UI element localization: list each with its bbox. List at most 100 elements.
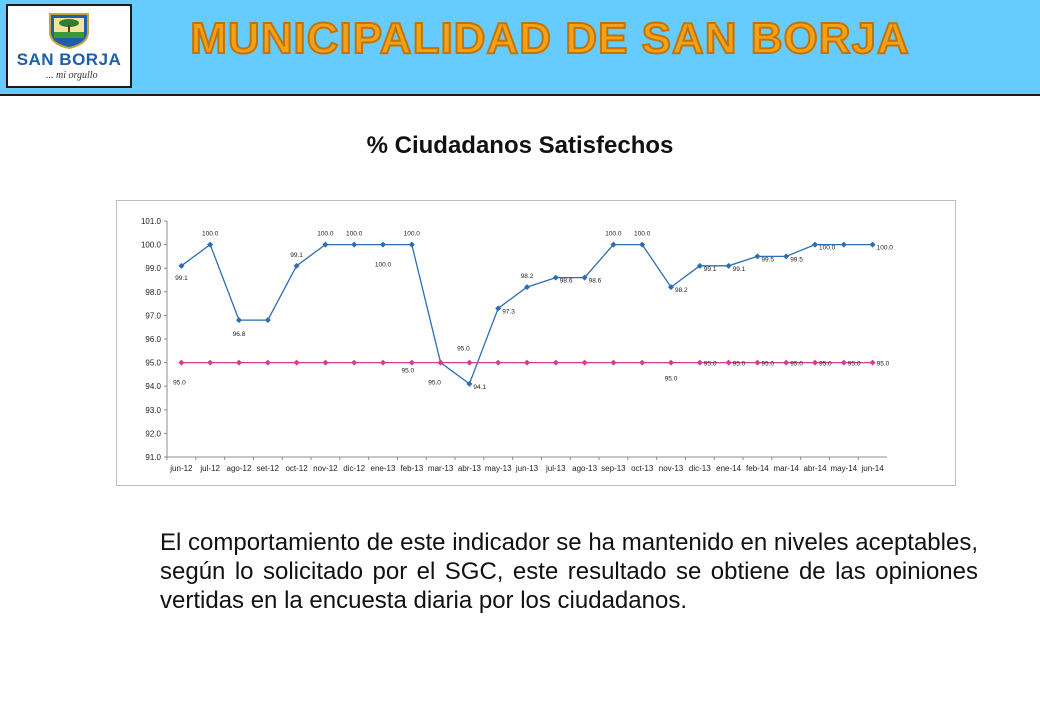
data-point (236, 359, 242, 366)
data-label: 95.0 (877, 361, 890, 368)
data-point (466, 380, 473, 387)
data-point (668, 359, 674, 366)
data-label: 95.0 (457, 346, 470, 353)
x-tick-label: jun-13 (515, 464, 539, 473)
data-point (322, 241, 329, 248)
data-point (754, 253, 761, 260)
data-label: 95.0 (704, 361, 717, 368)
data-label: 95.0 (401, 368, 414, 375)
x-tick-label: feb-14 (746, 464, 769, 473)
data-point (495, 359, 502, 366)
data-point (524, 284, 530, 291)
shield-tree-icon (49, 13, 89, 50)
data-point (437, 359, 444, 366)
x-tick-label: may-14 (830, 464, 857, 473)
data-label: 99.1 (704, 266, 717, 273)
data-label: 98.6 (560, 278, 573, 285)
x-tick-label: jun-12 (169, 464, 193, 473)
data-label: 99.5 (761, 256, 774, 263)
data-point (495, 305, 502, 312)
data-label: 95.0 (173, 380, 186, 387)
data-point (639, 241, 646, 248)
data-point (610, 359, 617, 366)
x-tick-label: mar-14 (774, 464, 800, 473)
y-tick-label: 101.0 (141, 217, 162, 226)
x-tick-label: oct-12 (285, 464, 308, 473)
x-tick-label: dic-12 (343, 464, 365, 473)
data-label: 95.0 (848, 361, 861, 368)
data-point (236, 317, 242, 324)
data-point (178, 359, 185, 366)
data-label: 100.0 (404, 231, 421, 238)
data-label: 96.8 (233, 331, 246, 338)
x-tick-label: nov-13 (659, 464, 684, 473)
x-tick-label: ago-12 (227, 464, 252, 473)
data-label: 95.0 (428, 380, 441, 387)
x-tick-label: ene-14 (716, 464, 741, 473)
x-tick-label: may-13 (485, 464, 512, 473)
data-label: 95.0 (665, 376, 678, 383)
x-tick-label: set-12 (257, 464, 280, 473)
y-tick-label: 92.0 (145, 429, 161, 438)
x-tick-label: nov-12 (313, 464, 338, 473)
x-tick-label: abr-13 (458, 464, 482, 473)
x-tick-label: ago-13 (572, 464, 597, 473)
data-point (610, 241, 617, 248)
data-label: 99.1 (290, 252, 303, 259)
x-tick-label: jun-14 (860, 464, 884, 473)
y-tick-label: 96.0 (145, 335, 161, 344)
chart-frame: 91.0 92.0 93.0 94.0 95.0 96.0 97.0 98.0 99.0 100.… (116, 200, 956, 486)
data-point (639, 359, 646, 366)
data-point (380, 241, 386, 248)
data-point (696, 359, 703, 366)
x-tick-label: feb-13 (400, 464, 423, 473)
data-point (552, 359, 559, 366)
header-title: MUNICIPALIDAD DE SAN BORJA (189, 13, 910, 64)
data-point (178, 262, 185, 269)
x-tick-label: sep-13 (601, 464, 626, 473)
data-point (725, 262, 732, 269)
data-label: 99.5 (790, 256, 803, 263)
y-tick-label: 100.0 (141, 241, 162, 250)
data-label: 100.0 (375, 262, 392, 269)
data-point (696, 262, 703, 269)
data-point (408, 359, 415, 366)
data-label: 98.2 (675, 287, 688, 294)
logo-tagline: ... mi orgullo (46, 70, 98, 81)
description-paragraph: El comportamiento de este indicador se h… (160, 529, 978, 614)
x-tick-label: jul-13 (545, 464, 566, 473)
y-tick-label: 98.0 (145, 288, 161, 297)
data-label: 100.0 (819, 245, 836, 252)
data-label: 98.6 (589, 278, 602, 285)
data-point (466, 359, 473, 366)
data-point (840, 359, 847, 366)
data-label: 100.0 (317, 231, 334, 238)
x-tick-label: ene-13 (371, 464, 396, 473)
data-label: 100.0 (346, 231, 363, 238)
data-label: 94.1 (473, 384, 486, 391)
data-point (552, 274, 559, 281)
data-point (668, 284, 674, 291)
data-point (322, 359, 329, 366)
data-label: 95.0 (733, 361, 746, 368)
data-label: 98.2 (521, 273, 534, 280)
header-banner: SAN BORJA ... mi orgullo MUNICIPALIDAD D… (0, 0, 1040, 96)
data-label: 99.1 (175, 275, 188, 282)
data-point (380, 359, 386, 366)
y-tick-label: 97.0 (145, 311, 161, 320)
data-point (581, 359, 588, 366)
y-tick-label: 91.0 (145, 453, 161, 462)
data-point (869, 359, 876, 366)
x-tick-label: abr-14 (803, 464, 827, 473)
data-point (581, 274, 588, 281)
data-point (207, 241, 214, 248)
data-point (783, 253, 790, 260)
data-point (783, 359, 790, 366)
data-point (207, 359, 214, 366)
data-point (351, 359, 358, 366)
y-tick-label: 95.0 (145, 359, 161, 368)
data-label: 97.3 (502, 308, 515, 315)
x-tick-label: dic-13 (689, 464, 711, 473)
data-label: 95.0 (819, 361, 832, 368)
data-label: 95.0 (761, 361, 774, 368)
